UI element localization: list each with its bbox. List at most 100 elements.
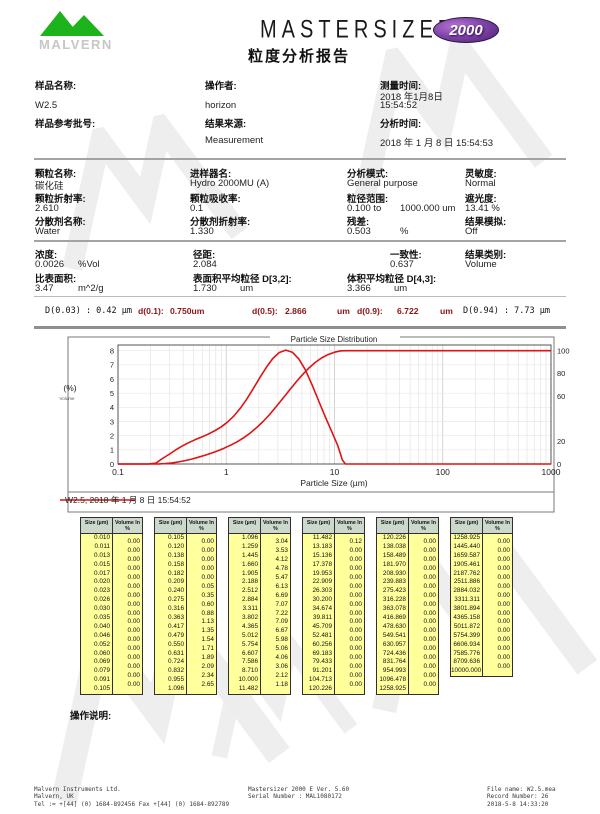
size-cell: 208.930 — [382, 569, 406, 577]
size-cell: 1258.925 — [379, 685, 406, 693]
footer-company-tel: Tel := +[44] (0) 1684-892456 Fax +[44] (… — [34, 800, 230, 808]
size-cell: 0.550 — [168, 640, 184, 648]
concentration-value: 0.0026 — [35, 259, 65, 270]
size-cell: 549.541 — [382, 631, 406, 639]
size-cell: 0.631 — [168, 649, 184, 657]
volume-cell: 0.00 — [497, 591, 510, 599]
volume-cell: 0.00 — [497, 618, 510, 626]
volume-cell: 0.05 — [201, 582, 214, 590]
logo-text: MALVERN — [39, 37, 113, 52]
volume-cell: 0.00 — [127, 609, 140, 617]
size-cell: 0.035 — [94, 614, 110, 622]
malvern-logo: MALVERN — [39, 11, 113, 52]
volume-cell: 0.00 — [349, 609, 362, 617]
size-column-header: Size (µm) — [229, 518, 261, 533]
volume-cell: 0.00 — [349, 582, 362, 590]
volume-cell: 0.00 — [127, 627, 140, 635]
size-cell: 120.226 — [382, 534, 406, 541]
size-cell: 10.000 — [238, 676, 258, 684]
size-cell: 39.811 — [312, 614, 332, 622]
size-cell: 0.724 — [168, 658, 184, 666]
volume-cell: 3.06 — [275, 662, 288, 670]
volume-cell: 0.00 — [127, 538, 140, 546]
size-table-column: Size (µm) Volume In % 1.096 1.259 1.445 1.660… — [228, 517, 291, 696]
volume-cell: 7.09 — [275, 618, 288, 626]
d003-value: D(0.03) : 0.42 µm — [45, 306, 132, 316]
size-cell: 4365.158 — [453, 614, 480, 622]
accessory-label: 进样器名: — [190, 169, 232, 180]
size-cell: 0.091 — [94, 676, 110, 684]
size-table-column: Size (µm) Volume In % 1258.925 1445.440 1659… — [450, 517, 513, 678]
size-cell: 19.953 — [312, 569, 332, 577]
residual-value: 0.503 — [347, 226, 371, 237]
ssa-value: 3.47 — [35, 283, 54, 294]
volume-cell: 0.00 — [127, 600, 140, 608]
size-cell: 158.489 — [382, 551, 406, 559]
volume-cell: 0.00 — [423, 618, 436, 626]
volume-cell: 0.00 — [127, 556, 140, 564]
sensitivity-value: Normal — [465, 178, 496, 189]
size-range-label: 粒径范围: — [347, 194, 389, 205]
size-cell: 0.020 — [94, 578, 110, 586]
volume-cell: 0.00 — [349, 556, 362, 564]
size-cell: 0.015 — [94, 560, 110, 568]
volume-cell: 1.89 — [201, 653, 214, 661]
report-title: 粒度分析报告 — [248, 48, 351, 65]
chart-title-bg — [270, 335, 400, 344]
x-tick-label: 10 — [330, 467, 340, 477]
size-cell: 275.423 — [382, 587, 406, 595]
size-column-header: Size (µm) — [377, 518, 409, 533]
volume-cell: 0.00 — [127, 645, 140, 653]
obscuration-label: 遮光度: — [465, 194, 497, 205]
size-cell: 416.869 — [382, 614, 406, 622]
y-left-tick-label: 3 — [110, 417, 114, 426]
size-cell: 1905.461 — [453, 560, 480, 568]
y-left-tick-label: 6 — [110, 375, 114, 384]
volume-cell: 0.00 — [349, 573, 362, 581]
volume-cell: 0.00 — [349, 653, 362, 661]
volume-cell: 0.00 — [127, 547, 140, 555]
d05-label: d(0.5): — [252, 306, 278, 316]
volume-cell: 2.34 — [201, 671, 214, 679]
size-range-to: 1000.000 um — [400, 203, 456, 214]
volume-cell: 0.00 — [349, 680, 362, 688]
volume-cell: 0.00 — [349, 645, 362, 653]
volume-cell: 0.00 — [423, 609, 436, 617]
size-distribution-table: Size (µm) Volume In % 0.010 0.011 0.013 0.015… — [0, 517, 600, 702]
size-cell: 1.660 — [242, 560, 258, 568]
volume-cell: 0.00 — [201, 573, 214, 581]
volume-cell: 0.00 — [423, 538, 436, 546]
volume-cell: 0.35 — [201, 591, 214, 599]
volume-cell: 0.00 — [497, 600, 510, 608]
volume-cell: 0.00 — [349, 600, 362, 608]
footer-company-city: Malvern, UK — [34, 793, 74, 801]
size-cell: 0.479 — [168, 631, 184, 639]
uniformity-value: 0.637 — [390, 259, 414, 270]
operator-label: 操作者: — [205, 81, 237, 92]
size-cell: 13.183 — [312, 542, 332, 550]
volume-cell: 0.00 — [349, 618, 362, 626]
particle-name-label: 颗粒名称: — [35, 169, 77, 180]
volume-cell: 0.00 — [423, 645, 436, 653]
size-cell: 724.436 — [382, 649, 406, 657]
size-column-header: Size (µm) — [155, 518, 187, 533]
size-cell: 7.586 — [242, 658, 258, 666]
operator-value: horizon — [205, 100, 237, 111]
size-cell: 1.259 — [242, 542, 258, 550]
volume-cell: 2.12 — [275, 671, 288, 679]
result-source-value: Measurement — [205, 135, 264, 146]
d09-label: d(0.9): — [357, 306, 383, 316]
size-cell: 1096.478 — [379, 676, 406, 684]
size-column-header: Size (µm) — [303, 518, 335, 533]
size-cell: 8709.636 — [453, 658, 480, 666]
volume-cell: 0.00 — [423, 591, 436, 599]
volume-cell: 0.00 — [423, 680, 436, 688]
sample-ref-label: 样品参考批号: — [35, 119, 96, 130]
volume-cell: 0.00 — [423, 600, 436, 608]
size-cell: 630.957 — [382, 640, 406, 648]
size-cell: 0.209 — [168, 578, 184, 586]
size-cell: 1659.587 — [453, 551, 480, 559]
size-cell: 0.240 — [168, 587, 184, 595]
y-right-tick-label: 60 — [557, 392, 565, 401]
